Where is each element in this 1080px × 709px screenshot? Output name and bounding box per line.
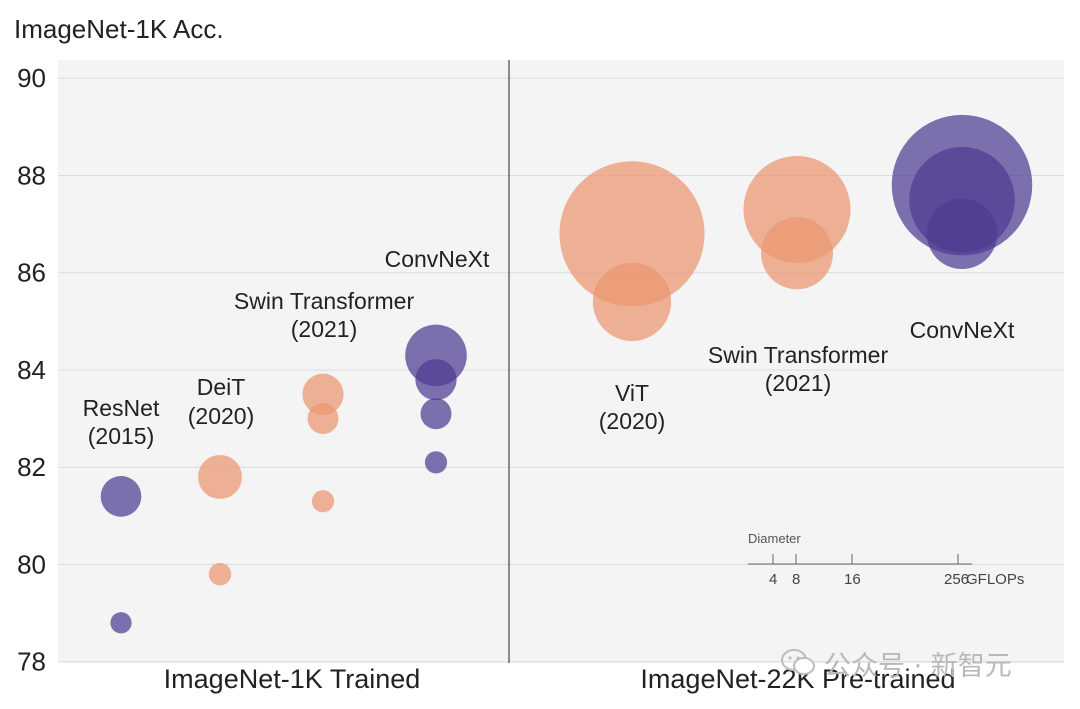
size-legend-tick-label: 4 <box>769 571 777 588</box>
size-legend-tick-label: 8 <box>792 571 800 588</box>
y-tick-label: 82 <box>17 452 46 482</box>
bubble-transformer <box>311 490 335 513</box>
bubble-transformer <box>760 217 834 290</box>
size-legend-title: Diameter <box>748 531 801 546</box>
bubble-transformer <box>198 454 242 499</box>
y-tick-label: 80 <box>17 549 46 579</box>
size-legend-unit: GFLOPs <box>966 571 1024 588</box>
wechat-icon <box>781 649 815 675</box>
bubble-resnet <box>110 612 132 634</box>
bubble-transformer <box>592 262 672 341</box>
group-year: (2021) <box>291 316 357 342</box>
bubbles <box>100 114 1033 634</box>
y-axis-title: ImageNet-1K Acc. <box>14 14 224 44</box>
bubble-transformer <box>208 562 232 586</box>
bubble-transformer <box>559 161 705 307</box>
group-label: ConvNeXt <box>910 317 1015 343</box>
group-label: Swin Transformer <box>234 288 415 314</box>
bubble-convnext <box>420 398 452 430</box>
y-ticks: 78 80 82 84 86 88 90 <box>17 63 46 677</box>
group-label: ViT <box>615 380 649 406</box>
bubble-convnext <box>415 359 457 401</box>
group-year: (2020) <box>188 403 254 429</box>
bubble-convnext <box>926 198 998 270</box>
group-label: ResNet <box>83 395 160 421</box>
group-label: Swin Transformer <box>708 342 889 368</box>
bubble-transformer <box>307 403 339 435</box>
y-tick-label: 86 <box>17 258 46 288</box>
group-year: (2020) <box>599 408 665 434</box>
group-labels: ResNet(2015)DeiT(2020)Swin Transformer(2… <box>83 246 1015 449</box>
group-label: DeiT <box>197 374 246 400</box>
y-tick-label: 78 <box>17 647 46 677</box>
y-tick-label: 90 <box>17 63 46 93</box>
watermark-text: 公众号 · 新智元 <box>824 650 1012 682</box>
panel-title: ImageNet-1K Trained <box>164 664 421 694</box>
bubble-convnext <box>424 451 448 474</box>
size-legend-tick-label: 16 <box>844 571 861 588</box>
bubble-transformer <box>302 373 344 415</box>
group-year: (2015) <box>88 423 154 449</box>
group-year: (2021) <box>765 370 831 396</box>
watermark: 公众号 · 新智元 <box>780 646 1012 682</box>
group-label: ConvNeXt <box>385 246 490 272</box>
y-tick-label: 84 <box>17 355 46 385</box>
y-tick-label: 88 <box>17 160 46 190</box>
bubble-resnet <box>100 476 142 517</box>
size-legend-tick-label: 256 <box>944 571 969 588</box>
